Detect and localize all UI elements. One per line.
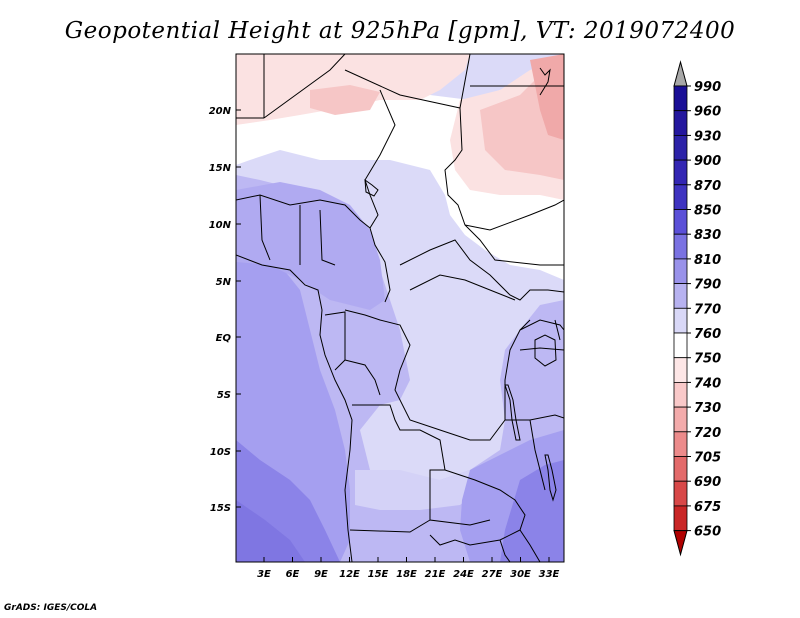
colorbar-label: 720 [694,426,721,441]
lon-label: 30E [510,569,531,580]
lat-label: 15S [210,503,231,514]
colorbar-swatch [673,110,688,136]
colorbar-swatch [673,357,688,383]
colorbar-swatch [673,307,688,334]
colorbar-label: 760 [694,327,721,342]
colorbar-swatch [673,184,688,210]
border-central [399,239,564,301]
lat-label: 5S [217,390,231,401]
colorbar-label: 870 [694,179,721,194]
colorbar-swatch [673,431,688,457]
country-borders [236,54,564,562]
colorbar-under-arrow [673,530,688,557]
colorbar-swatch [673,85,688,112]
colorbar-label: 740 [694,376,721,391]
lon-label: 3E [257,569,271,580]
lon-label: 27E [482,569,503,580]
field-pale-south [355,470,480,510]
border-tanzania [505,414,564,491]
geopotential-field [236,54,564,562]
lat-label: 15N [209,163,232,174]
field-pink-2b [310,85,380,115]
border-sudan [464,85,564,231]
border-gabon [324,311,381,396]
lat-label: 10S [210,447,231,458]
coastline-west [236,254,353,562]
colorbar-swatch [673,480,688,507]
colorbar-swatch [673,209,688,235]
lon-label: 33E [539,569,560,580]
lon-label: 21E [425,569,446,580]
lake-victoria [534,334,557,367]
colorbar-label: 770 [694,302,721,317]
grads-credit: GrADS: IGES/COLA [4,603,98,613]
colorbar-label: 900 [694,154,721,169]
border-niger-chad [364,89,396,303]
colorbar-label: 960 [694,105,721,120]
lon-label: 12E [339,569,360,580]
colorbar-swatch [673,134,688,161]
colorbar-swatch [673,505,688,531]
lake-tanganyika [504,384,521,441]
border-west-africa [236,194,371,266]
colorbar-label: 850 [694,204,721,219]
border-angola [349,404,491,533]
border-congo [344,309,531,441]
colorbar-label: 690 [694,475,721,490]
lat-label: 10N [209,220,232,231]
colorbar-label: 750 [694,352,721,367]
border-east [519,319,564,351]
colorbar-swatch [673,258,688,284]
latitude-axis: 20N 15N 10N 5N EQ 5S 10S 15S [209,106,241,514]
colorbar-swatch [673,233,688,260]
longitude-axis: 3E 6E 9E 12E 15E 18E 21E 24E 27E 30E 33E [257,557,560,580]
colorbar-label: 830 [694,228,721,243]
lon-label: 24E [453,569,474,580]
chart-title: Geopotential Height at 925hPa [gpm], VT:… [64,18,736,44]
colorbar-label: 675 [694,500,721,515]
lake-malawi [544,454,557,502]
colorbar: 990 960 930 900 870 850 830 810 790 770 760 750 740 7… [673,60,721,557]
colorbar-swatch [673,332,688,359]
colorbar-over-arrow [673,60,688,87]
border-mozambique [499,529,541,562]
colorbar-swatch [673,381,688,408]
colorbar-label: 790 [694,278,721,293]
lon-label: 18E [396,569,417,580]
colorbar-swatch [673,456,688,482]
colorbar-label: 990 [694,80,721,95]
lon-label: 9E [314,569,328,580]
colorbar-label: 650 [694,525,721,540]
field-deep-se [500,460,564,562]
field-pink-3 [530,54,564,140]
lat-label: EQ [216,333,232,344]
colorbar-label: 705 [694,451,721,466]
colorbar-swatch [673,159,688,186]
colorbar-label: 730 [694,401,721,416]
lat-label: 5N [216,277,232,288]
border-sahara [236,54,564,266]
lon-label: 6E [286,569,300,580]
colorbar-label: 930 [694,129,721,144]
colorbar-swatch [673,283,688,309]
nile-river [539,67,551,96]
colorbar-label: 810 [694,253,721,268]
colorbar-swatch [673,406,688,433]
lake-chad [364,178,379,197]
lon-label: 15E [368,569,389,580]
field-deepest-sw [236,500,305,562]
field-mid-north [236,182,385,310]
lat-label: 20N [209,106,232,117]
plot-frame [235,53,565,563]
